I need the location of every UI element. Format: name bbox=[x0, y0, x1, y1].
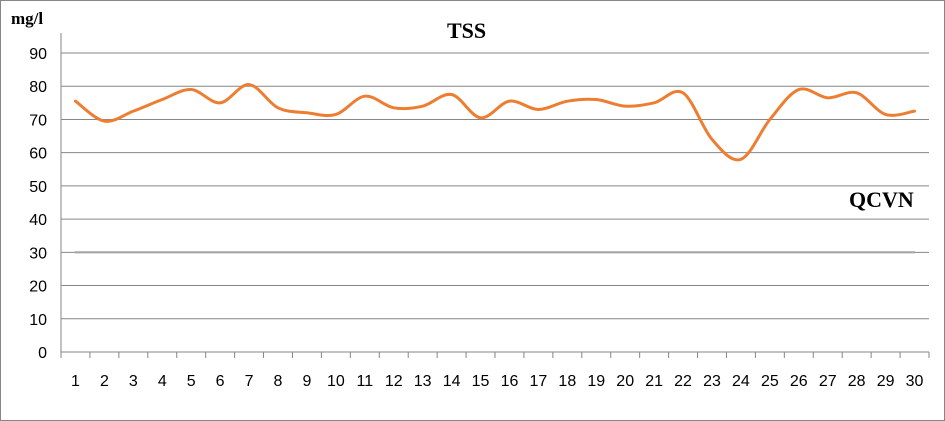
y-axis-unit-label: mg/l bbox=[11, 9, 44, 28]
x-tick-label: 27 bbox=[819, 373, 837, 390]
qcvn-annotation: QCVN bbox=[849, 187, 914, 212]
x-tick-label: 21 bbox=[645, 373, 663, 390]
y-tick-label: 60 bbox=[29, 146, 47, 163]
x-tick-label: 17 bbox=[530, 373, 548, 390]
x-tick-label: 4 bbox=[158, 373, 167, 390]
x-tick-label: 24 bbox=[732, 373, 750, 390]
y-tick-label: 90 bbox=[29, 46, 47, 63]
x-tick-label: 29 bbox=[877, 373, 895, 390]
chart-title: TSS bbox=[447, 18, 487, 43]
y-tick-label: 80 bbox=[29, 79, 47, 96]
x-tick-label: 26 bbox=[790, 373, 808, 390]
x-tick-label: 6 bbox=[216, 373, 225, 390]
y-tick-label: 70 bbox=[29, 112, 47, 129]
x-tick-label: 10 bbox=[327, 373, 345, 390]
x-tick-label: 30 bbox=[906, 373, 924, 390]
x-tick-label: 19 bbox=[587, 373, 605, 390]
y-tick-label: 0 bbox=[38, 345, 47, 362]
x-tick-label: 12 bbox=[385, 373, 403, 390]
x-tick-label: 3 bbox=[129, 373, 138, 390]
x-tick-label: 11 bbox=[356, 373, 373, 390]
x-tick-label: 28 bbox=[848, 373, 866, 390]
y-tick-label: 50 bbox=[29, 179, 47, 196]
x-tick-label: 7 bbox=[245, 373, 254, 390]
y-tick-label: 40 bbox=[29, 212, 47, 229]
x-tick-label: 13 bbox=[414, 373, 432, 390]
x-tick-label: 18 bbox=[558, 373, 576, 390]
y-tick-label: 20 bbox=[29, 279, 47, 296]
x-tick-label: 14 bbox=[443, 373, 461, 390]
x-tick-label: 1 bbox=[71, 373, 80, 390]
x-tick-label: 25 bbox=[761, 373, 779, 390]
x-tick-label: 5 bbox=[187, 373, 196, 390]
x-tick-label: 23 bbox=[703, 373, 721, 390]
x-tick-label: 20 bbox=[616, 373, 634, 390]
x-tick-label: 15 bbox=[472, 373, 490, 390]
y-tick-label: 10 bbox=[29, 312, 47, 329]
tss-series-line bbox=[73, 83, 917, 162]
x-tick-label: 16 bbox=[501, 373, 519, 390]
x-tick-label: 22 bbox=[674, 373, 692, 390]
y-tick-label: 30 bbox=[29, 245, 47, 262]
x-tick-label: 8 bbox=[274, 373, 283, 390]
x-tick-label: 9 bbox=[302, 373, 311, 390]
x-tick-label: 2 bbox=[100, 373, 109, 390]
